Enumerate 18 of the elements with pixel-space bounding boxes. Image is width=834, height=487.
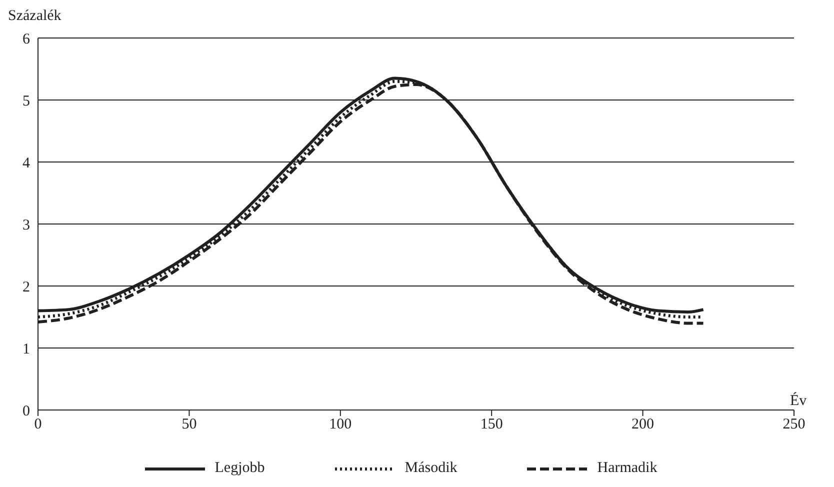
y-tick-label: 4 xyxy=(22,155,30,172)
x-tick-label: 50 xyxy=(182,416,197,433)
y-tick-label: 5 xyxy=(22,93,30,110)
y-axis-title: Százalék xyxy=(8,8,62,25)
x-tick-label: 250 xyxy=(782,416,806,433)
y-tick-label: 0 xyxy=(22,403,30,420)
y-tick-label: 6 xyxy=(22,31,30,48)
y-tick-label: 1 xyxy=(22,341,30,358)
legend-label: Legjobb xyxy=(214,460,265,477)
legend-label: Második xyxy=(404,460,458,477)
y-tick-label: 2 xyxy=(22,279,30,296)
x-tick-label: 200 xyxy=(632,416,654,433)
x-tick-label: 150 xyxy=(480,416,503,433)
y-tick-label: 3 xyxy=(22,217,30,234)
x-tick-label: 0 xyxy=(34,416,42,433)
legend-label: Harmadik xyxy=(597,460,658,477)
x-tick-label: 100 xyxy=(329,416,352,433)
x-axis-title: Év xyxy=(790,393,807,410)
